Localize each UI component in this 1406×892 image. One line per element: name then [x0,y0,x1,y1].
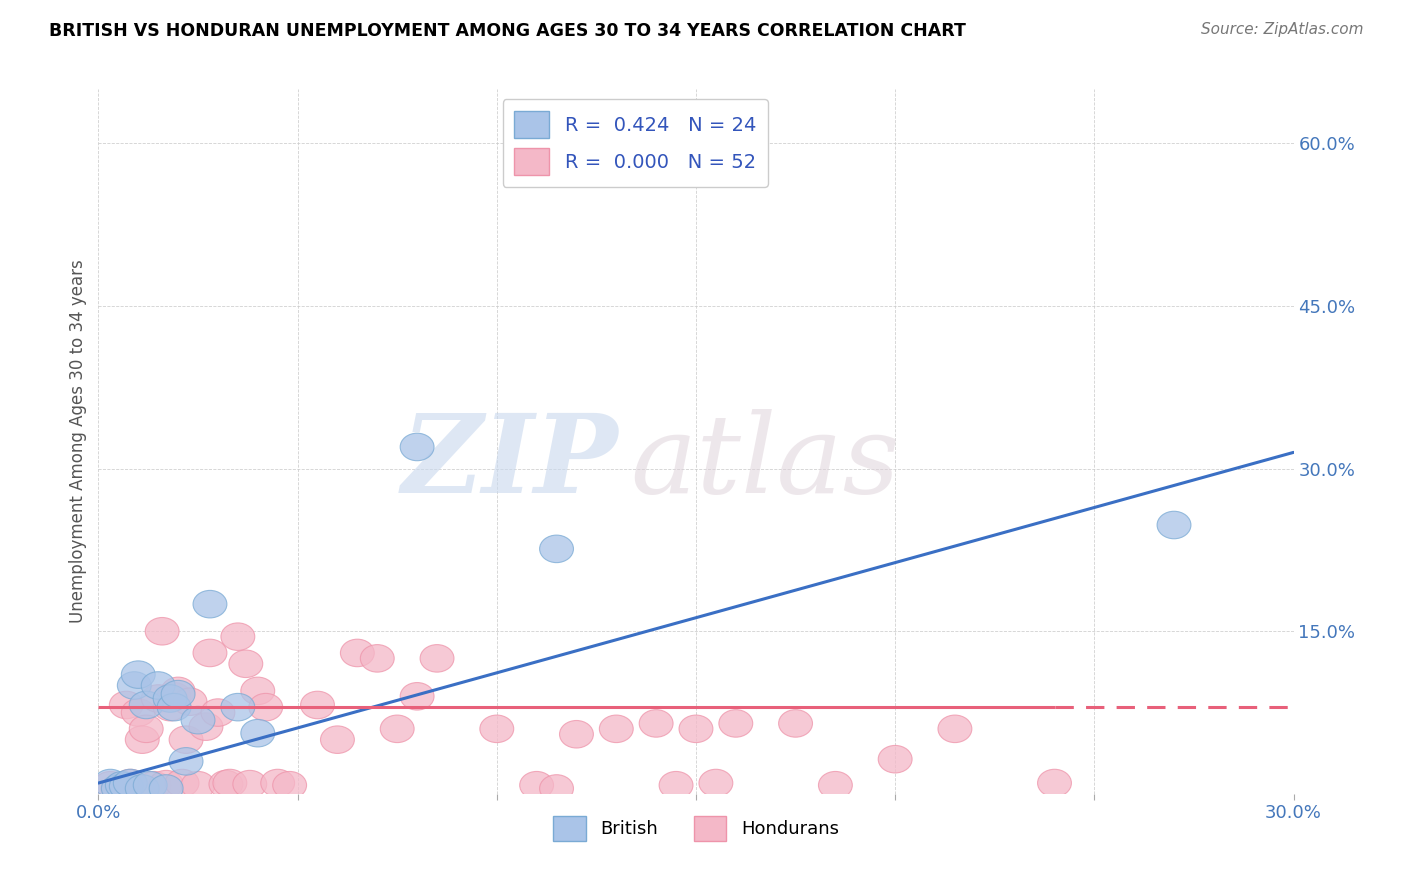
Ellipse shape [273,772,307,799]
Ellipse shape [110,772,143,800]
Ellipse shape [110,691,143,719]
Text: BRITISH VS HONDURAN UNEMPLOYMENT AMONG AGES 30 TO 34 YEARS CORRELATION CHART: BRITISH VS HONDURAN UNEMPLOYMENT AMONG A… [49,22,966,40]
Ellipse shape [1157,511,1191,539]
Ellipse shape [93,772,128,799]
Ellipse shape [679,715,713,743]
Ellipse shape [93,769,128,797]
Text: Source: ZipAtlas.com: Source: ZipAtlas.com [1201,22,1364,37]
Legend: British, Hondurans: British, Hondurans [546,808,846,848]
Ellipse shape [153,685,187,712]
Ellipse shape [162,677,195,705]
Ellipse shape [181,772,215,799]
Ellipse shape [101,774,135,802]
Ellipse shape [260,769,295,797]
Y-axis label: Unemployment Among Ages 30 to 34 years: Unemployment Among Ages 30 to 34 years [69,260,87,624]
Ellipse shape [193,640,226,666]
Ellipse shape [479,715,513,743]
Ellipse shape [162,681,195,708]
Ellipse shape [121,698,155,726]
Ellipse shape [229,650,263,678]
Ellipse shape [540,774,574,802]
Ellipse shape [114,769,148,797]
Ellipse shape [321,726,354,754]
Ellipse shape [420,645,454,673]
Ellipse shape [188,713,224,740]
Ellipse shape [138,772,172,799]
Ellipse shape [360,645,394,673]
Ellipse shape [149,771,183,797]
Ellipse shape [173,688,207,715]
Ellipse shape [169,726,202,754]
Ellipse shape [221,693,254,721]
Ellipse shape [699,769,733,797]
Ellipse shape [141,672,176,699]
Ellipse shape [520,772,554,799]
Ellipse shape [193,591,226,618]
Ellipse shape [153,693,187,721]
Ellipse shape [125,726,159,754]
Ellipse shape [640,710,673,737]
Ellipse shape [181,706,215,734]
Ellipse shape [117,672,152,699]
Ellipse shape [209,771,243,797]
Ellipse shape [129,691,163,719]
Ellipse shape [380,715,415,743]
Ellipse shape [401,682,434,710]
Ellipse shape [301,691,335,719]
Ellipse shape [818,772,852,799]
Ellipse shape [169,747,202,775]
Ellipse shape [540,535,574,563]
Ellipse shape [101,774,135,802]
Ellipse shape [938,715,972,743]
Ellipse shape [125,774,159,802]
Ellipse shape [560,721,593,748]
Text: ZIP: ZIP [402,409,619,516]
Ellipse shape [249,693,283,721]
Ellipse shape [141,685,176,712]
Ellipse shape [105,772,139,799]
Ellipse shape [1038,769,1071,797]
Ellipse shape [659,772,693,799]
Ellipse shape [233,771,267,797]
Ellipse shape [134,772,167,799]
Ellipse shape [879,746,912,773]
Ellipse shape [121,661,155,689]
Ellipse shape [157,693,191,721]
Ellipse shape [201,698,235,726]
Ellipse shape [779,710,813,737]
Ellipse shape [619,147,654,175]
Ellipse shape [240,677,274,705]
Ellipse shape [145,617,179,645]
Text: atlas: atlas [630,409,900,516]
Ellipse shape [212,769,247,797]
Ellipse shape [129,715,163,743]
Ellipse shape [114,769,148,797]
Ellipse shape [718,710,752,737]
Ellipse shape [157,682,191,710]
Ellipse shape [401,434,434,461]
Ellipse shape [599,715,633,743]
Ellipse shape [340,640,374,666]
Ellipse shape [165,769,200,797]
Ellipse shape [240,720,274,747]
Ellipse shape [149,774,183,802]
Ellipse shape [221,623,254,650]
